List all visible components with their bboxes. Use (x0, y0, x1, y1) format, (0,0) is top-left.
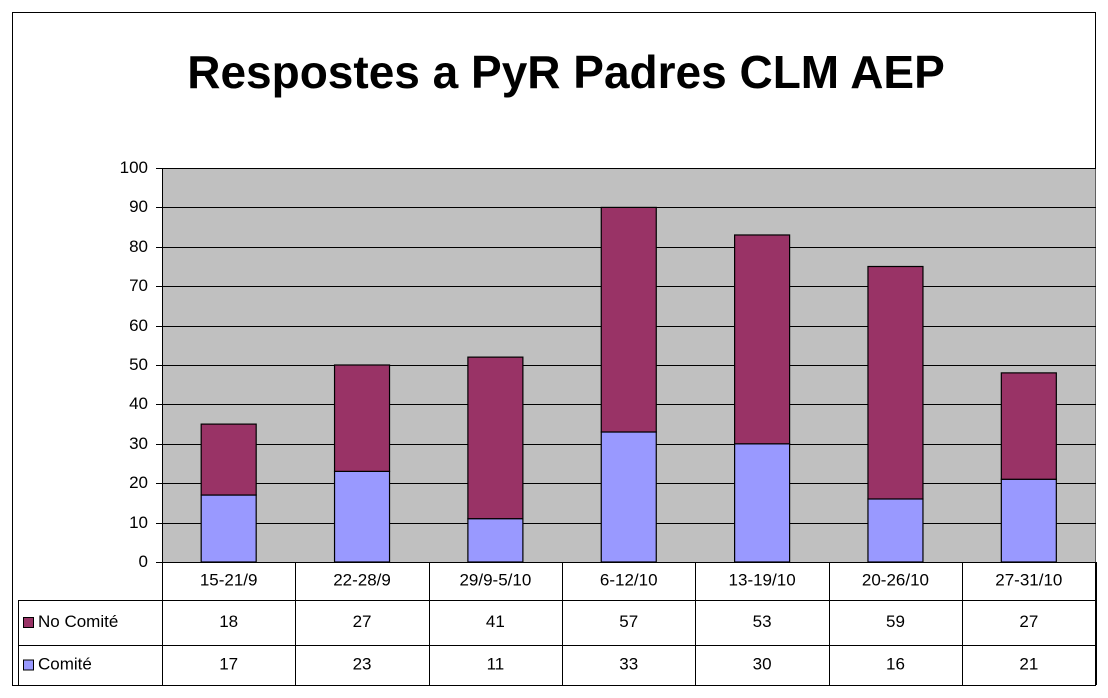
table-value: 18 (219, 612, 238, 631)
y-tick-label: 20 (129, 473, 148, 492)
x-tick-label: 27-31/10 (995, 570, 1062, 589)
bar (200, 423, 257, 496)
x-tick-label: 13-19/10 (729, 570, 796, 589)
table-value: 17 (219, 654, 238, 673)
legend-label: No Comité (38, 612, 118, 631)
table-value: 59 (886, 612, 905, 631)
bar (867, 265, 924, 500)
legend-swatch (23, 617, 34, 628)
table-value: 21 (1019, 654, 1038, 673)
bar (600, 431, 657, 563)
table-value: 57 (619, 612, 638, 631)
bar (1000, 478, 1057, 563)
bar (200, 494, 257, 563)
y-tick-label: 100 (120, 158, 148, 177)
x-tick-label: 20-26/10 (862, 570, 929, 589)
x-tick-label: 29/9-5/10 (459, 570, 531, 589)
y-tick-label: 60 (129, 316, 148, 335)
bar (600, 206, 657, 433)
x-tick-label: 6-12/10 (600, 570, 658, 589)
y-tick-label: 80 (129, 237, 148, 256)
y-tick-label: 40 (129, 394, 148, 413)
bar (467, 518, 524, 563)
table-value: 27 (353, 612, 372, 631)
y-tick-label: 70 (129, 276, 148, 295)
table-value: 11 (487, 654, 505, 673)
bar (734, 234, 791, 445)
bar (867, 498, 924, 563)
table-value: 33 (619, 654, 638, 673)
y-tick-label: 10 (129, 513, 148, 532)
table-value: 41 (486, 612, 505, 631)
table-value: 23 (353, 654, 372, 673)
legend-label: Comité (38, 654, 92, 673)
y-tick-label: 50 (129, 355, 148, 374)
y-tick-label: 0 (139, 552, 148, 571)
table-value: 27 (1019, 612, 1038, 631)
y-tick-label: 30 (129, 434, 148, 453)
x-tick-label: 15-21/9 (200, 570, 258, 589)
bar (1000, 372, 1057, 480)
table-value: 30 (753, 654, 772, 673)
bar (467, 356, 524, 520)
table-value: 16 (886, 654, 905, 673)
legend-swatch (23, 659, 34, 671)
chart-title: Respostes a PyR Padres CLM AEP (187, 46, 945, 98)
bar (333, 470, 391, 563)
bar (333, 364, 391, 472)
bar (734, 443, 791, 563)
table-value: 53 (753, 612, 772, 631)
y-tick-label: 90 (129, 197, 148, 216)
x-tick-label: 22-28/9 (333, 570, 391, 589)
